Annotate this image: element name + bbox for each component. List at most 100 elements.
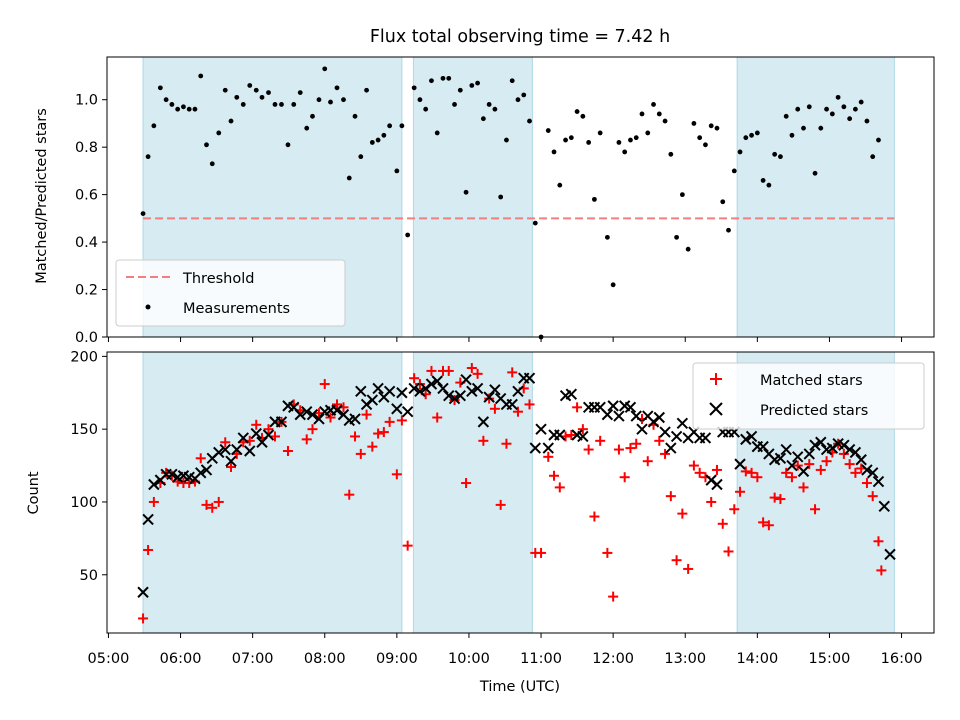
y-tick-label: 0.0 — [75, 330, 98, 346]
measurement-point — [726, 227, 731, 233]
measurement-point — [341, 97, 346, 103]
measurement-point — [557, 182, 563, 188]
matched-stars-point — [838, 448, 849, 459]
predicted-stars-point — [448, 392, 461, 405]
measurement-point — [662, 118, 668, 124]
y-tick-label: 0.6 — [75, 188, 98, 204]
predicted-stars-point — [529, 442, 541, 454]
matched-stars-point — [201, 499, 212, 510]
predicted-stars-point — [636, 423, 648, 435]
predicted-stars-point — [137, 586, 149, 598]
y-tick-label: 150 — [70, 422, 98, 438]
matched-stars-point — [414, 379, 425, 390]
measurement-point — [492, 106, 498, 112]
measurement-point — [616, 140, 622, 145]
predicted-stars-point — [213, 446, 225, 459]
measurement-point — [304, 125, 310, 131]
measurement-point — [633, 135, 639, 141]
measurement-point — [297, 90, 303, 95]
predicted-stars-point — [443, 389, 455, 402]
matched-stars-point — [226, 462, 237, 473]
measurement-point — [310, 113, 315, 119]
measurement-point — [685, 246, 691, 252]
predicted-stars-point — [225, 455, 237, 467]
measurement-point — [853, 106, 858, 112]
measurement-point — [691, 121, 697, 126]
matched-stars-point — [654, 435, 665, 446]
predicted-stars-point — [613, 410, 625, 422]
measurement-point — [358, 154, 364, 160]
measurement-point — [279, 102, 284, 107]
predicted-stars-point — [512, 385, 524, 398]
matched-stars-point — [350, 431, 361, 442]
matched-stars-point — [583, 444, 594, 455]
predicted-stars-point — [331, 404, 343, 416]
measurement-point — [405, 232, 411, 238]
measurement-point — [656, 111, 662, 117]
predicted-stars-point — [565, 388, 578, 400]
measurement-point — [622, 149, 628, 155]
matched-stars-point — [138, 613, 149, 624]
measurement-point — [628, 137, 633, 143]
matched-stars-point — [461, 478, 472, 489]
matched-stars-point — [850, 467, 861, 478]
matched-stars-point — [740, 466, 751, 477]
matched-stars-point — [307, 424, 318, 435]
matched-stars-point — [572, 402, 583, 413]
measurement-point — [175, 106, 181, 112]
measurement-point — [346, 175, 352, 181]
measurement-point — [708, 123, 714, 129]
matched-stars-point — [769, 492, 780, 503]
matched-stars-point — [781, 467, 792, 478]
x-axis-ticks — [107, 337, 903, 342]
matched-stars-point — [763, 520, 774, 531]
predicted-stars-point — [396, 387, 408, 399]
measurement-point — [216, 130, 222, 136]
measurement-point — [157, 85, 163, 91]
predicted-stars-point — [454, 389, 467, 402]
matched-stars-point — [282, 446, 293, 457]
predicted-stars-point — [431, 375, 443, 387]
y-axis: 50 100 150 200 — [70, 349, 107, 584]
matched-stars-point — [269, 431, 280, 442]
measurement-point — [580, 113, 586, 119]
predicted-stars-point — [676, 417, 689, 430]
x-tick-label: 06:00 — [160, 651, 202, 667]
measurement-point — [737, 149, 743, 155]
measurement-point — [316, 97, 322, 103]
measurement-point — [806, 104, 812, 110]
measurement-point — [532, 220, 538, 226]
y-tick-label: 0.2 — [75, 283, 98, 299]
measurement-point — [163, 97, 169, 103]
predicted-stars-point — [554, 429, 566, 441]
measurement-point — [527, 118, 532, 124]
predicted-stars-point — [372, 382, 384, 395]
predicted-stars-point — [401, 405, 414, 418]
legend: Threshold Measurements — [115, 259, 346, 327]
predicted-stars-point — [670, 430, 683, 443]
measurement-point — [394, 168, 400, 174]
x-tick-label: 10:00 — [448, 651, 490, 667]
predicted-stars-point — [437, 382, 449, 395]
predicted-stars-point — [262, 429, 275, 441]
matched-stars-point — [549, 470, 560, 481]
predicted-stars-point — [306, 408, 319, 421]
matched-stars-point — [263, 424, 274, 435]
matched-stars-point — [396, 415, 407, 426]
measurement-point — [679, 192, 685, 198]
y-axis-label: Matched/Predicted stars — [34, 108, 50, 284]
measurement-point — [674, 234, 679, 240]
legend-matched-label: Matched stars — [760, 373, 863, 389]
measurement-point — [452, 102, 457, 107]
measurement-point — [475, 80, 480, 86]
observing-interval — [412, 56, 533, 338]
predicted-stars-point — [740, 433, 752, 446]
measurements-series — [140, 66, 881, 340]
matched-stars-point — [861, 478, 872, 489]
measurement-point — [285, 142, 291, 148]
matched-stars-point — [384, 416, 395, 427]
x-tick-label: 14:00 — [736, 651, 778, 667]
x-tick-label: 13:00 — [664, 651, 706, 667]
matched-stars-point — [792, 460, 803, 471]
